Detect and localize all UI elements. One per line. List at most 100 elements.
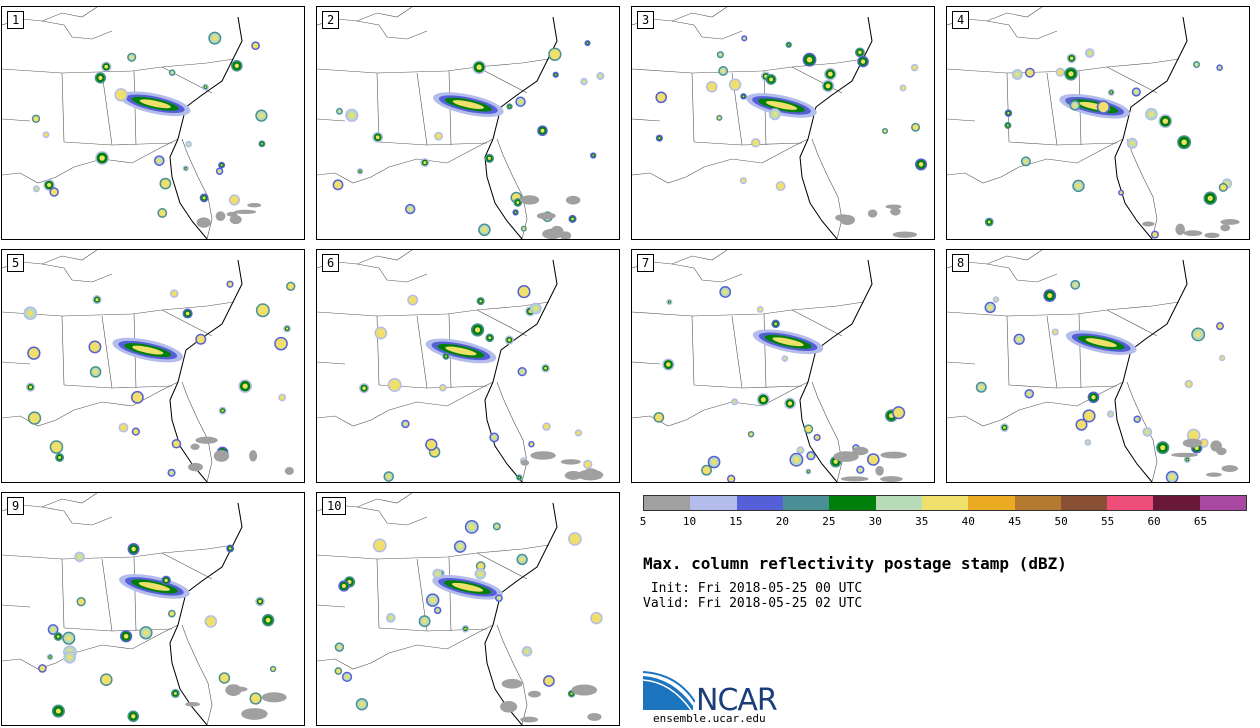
reflectivity-cell: [441, 386, 444, 389]
state-boundary: [947, 381, 1124, 427]
state-boundary: [63, 384, 113, 389]
reflectivity-cell: [52, 190, 56, 194]
reflectivity-cell: [185, 702, 201, 707]
reflectivity-cell: [1073, 103, 1077, 108]
init-time: Init: Fri 2018-05-25 00 UTC: [643, 581, 863, 596]
reflectivity-cell: [1110, 91, 1113, 94]
state-boundary: [317, 58, 550, 74]
state-boundary: [41, 20, 113, 40]
reflectivity-cell: [487, 156, 491, 160]
reflectivity-cell: [93, 369, 98, 375]
reflectivity-cell: [174, 442, 179, 446]
reflectivity-cell: [436, 609, 439, 612]
reflectivity-cell: [437, 134, 440, 138]
state-boundary: [496, 624, 528, 725]
reflectivity-cell: [451, 582, 484, 592]
reflectivity-cell: [564, 470, 583, 480]
state-boundary: [671, 263, 743, 283]
reflectivity-cell: [833, 459, 838, 464]
colorbar-segment: [875, 496, 922, 510]
member-panel-1: 1: [1, 6, 305, 240]
reflectivity-cell: [592, 154, 595, 157]
reflectivity-cell: [754, 141, 758, 145]
reflectivity-cell: [1007, 111, 1010, 115]
state-boundary: [1056, 142, 1118, 146]
reflectivity-cell: [171, 71, 174, 74]
reflectivity-cell: [359, 170, 361, 173]
colorbar-tick-label: 25: [822, 515, 836, 528]
state-boundary: [671, 20, 743, 40]
reflectivity-cell: [772, 337, 804, 347]
state-boundary: [1046, 72, 1058, 146]
state-boundary: [317, 118, 346, 122]
reflectivity-cell: [163, 181, 168, 186]
reflectivity-cell: [164, 578, 168, 582]
state-boundary: [426, 385, 488, 389]
reflectivity-cell: [582, 80, 586, 83]
reflectivity-cell: [445, 346, 477, 356]
colorbar-segment: [782, 496, 830, 510]
reflectivity-cell: [260, 307, 266, 314]
reflectivity-cell: [220, 164, 223, 167]
reflectivity-cell: [452, 100, 485, 110]
reflectivity-cell: [742, 179, 745, 182]
colorbar-segment: [644, 496, 691, 510]
member-label: 6: [322, 254, 340, 272]
reflectivity-cell: [668, 301, 671, 303]
state-boundary: [476, 66, 528, 94]
reflectivity-cell: [1220, 224, 1231, 232]
reflectivity-cell: [594, 615, 599, 621]
member-panel-5: 5: [1, 249, 305, 483]
reflectivity-cell: [709, 84, 714, 89]
reflectivity-cell: [272, 668, 274, 670]
reflectivity-cell: [880, 476, 903, 482]
member-panel-2: 2: [316, 6, 620, 240]
reflectivity-cell: [546, 678, 552, 684]
colorbar-segment: [690, 496, 737, 510]
reflectivity-cell: [1003, 426, 1006, 429]
state-boundary: [2, 118, 31, 122]
state-boundary: [1126, 138, 1158, 239]
reflectivity-cell: [139, 99, 171, 109]
state-boundary: [177, 259, 243, 383]
reflectivity-cell: [528, 690, 541, 698]
colorbar-segment: [1014, 496, 1061, 510]
reflectivity-cell: [474, 327, 481, 333]
reflectivity-cell: [859, 468, 862, 472]
reflectivity-cell: [833, 451, 859, 462]
reflectivity-cell: [523, 227, 525, 230]
state-boundary: [693, 141, 743, 146]
reflectivity-cell: [1079, 422, 1084, 427]
ncar-logo-icon: [643, 671, 695, 711]
reflectivity-cell: [53, 444, 60, 450]
reflectivity-cell: [783, 357, 786, 360]
state-boundary: [632, 138, 809, 184]
basemap: [632, 250, 907, 482]
reflectivity-cell: [1130, 141, 1135, 146]
reflectivity-cell: [658, 137, 661, 140]
reflectivity-cell: [806, 57, 813, 63]
colorbar-tick-label: 15: [729, 515, 743, 528]
state-boundary: [632, 118, 661, 122]
reflectivity-cell: [719, 53, 722, 56]
reflectivity-cell: [204, 86, 207, 89]
reflectivity-cell: [858, 50, 862, 55]
state-boundary: [763, 313, 767, 389]
reflectivity-cell: [422, 618, 427, 624]
member-label: 8: [952, 254, 970, 272]
state-boundary: [101, 558, 113, 632]
state-boundary: [1106, 309, 1158, 337]
reflectivity-cell: [404, 422, 407, 426]
reflectivity-cell: [1069, 56, 1074, 60]
reflectivity-cell: [338, 110, 341, 113]
reflectivity-cell: [809, 454, 813, 458]
reflectivity-cell: [359, 701, 365, 707]
reflectivity-cell: [336, 182, 340, 187]
state-boundary: [791, 66, 843, 94]
reflectivity-cell: [99, 155, 105, 161]
colorbar-tick-label: 40: [961, 515, 975, 528]
state-boundary: [492, 16, 558, 140]
colorbar-segment: [1199, 496, 1247, 510]
state-boundary: [741, 385, 803, 389]
reflectivity-cell: [1088, 51, 1092, 55]
